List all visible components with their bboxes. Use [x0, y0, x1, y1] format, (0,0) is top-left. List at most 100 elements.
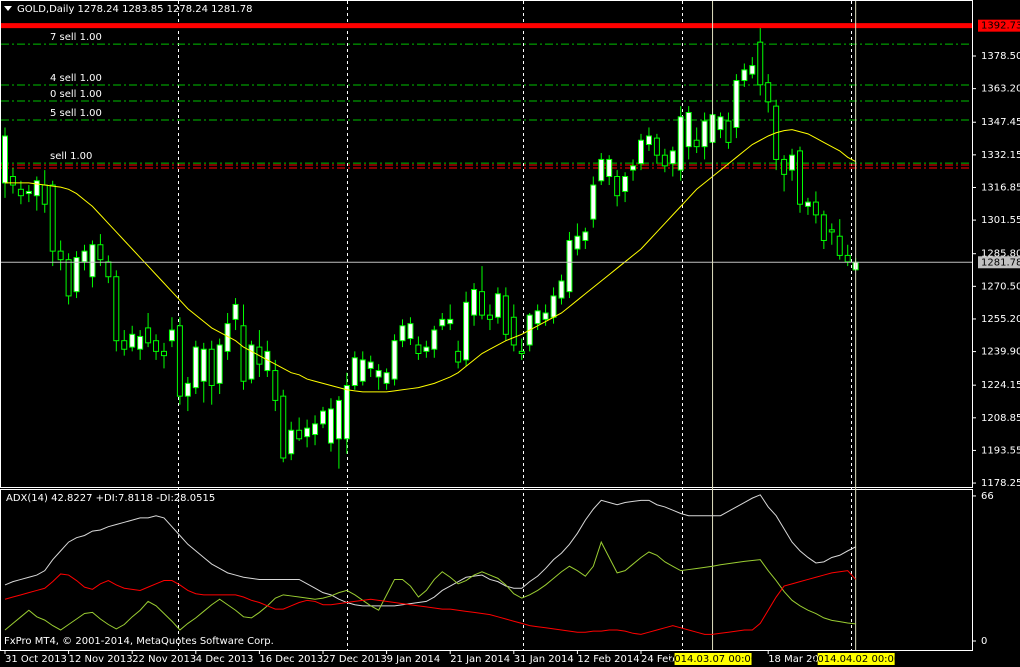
candle-body: [797, 150, 803, 205]
indicator-line: [4, 540, 856, 631]
candle-body: [216, 344, 223, 384]
y-tick-label: 1270.50: [981, 281, 1020, 292]
candle-body: [534, 310, 541, 325]
price-label-box: [978, 19, 1020, 32]
candle-body: [176, 325, 183, 397]
candle-body: [820, 214, 827, 241]
moving-average: [5, 129, 856, 393]
candle-body: [232, 303, 239, 320]
price-label-box: [978, 256, 1020, 269]
candle-body: [296, 429, 303, 440]
candle-body: [73, 257, 80, 293]
candle-body: [510, 316, 517, 346]
candle-body: [288, 429, 295, 455]
y-tick-label: 1208.85: [981, 413, 1020, 424]
candle-body: [248, 344, 255, 380]
candle-body: [407, 323, 414, 340]
main-panel-border: [0, 0, 973, 488]
candle-body: [804, 201, 811, 207]
price-label: 1392.73: [981, 21, 1020, 32]
candle-body: [25, 190, 32, 195]
x-tick-label: 9 Jan 2014: [387, 654, 441, 665]
candle-body: [312, 423, 319, 436]
candle-body: [455, 350, 462, 363]
candle-body: [765, 82, 772, 103]
candle-body: [574, 235, 581, 250]
chart-title: GOLD,Daily 1278.24 1283.85 1278.24 1281.…: [17, 4, 253, 15]
candle-body: [836, 235, 843, 256]
order-label: 0 sell 1.00: [50, 89, 102, 100]
candle-body: [129, 333, 136, 348]
candle-body: [630, 165, 637, 171]
y-tick-label: 1224.15: [981, 380, 1020, 391]
candle-body: [367, 361, 374, 369]
copyright: FxPro MT4, © 2001-2014, MetaQuotes Softw…: [4, 636, 274, 647]
candle-body: [518, 350, 525, 355]
candle-body: [192, 346, 199, 389]
x-tick-label: 2014.04.02 00:00: [811, 654, 900, 665]
y-tick-label: 1193.55: [981, 445, 1020, 456]
candle-body: [423, 346, 430, 352]
candle-body: [463, 301, 470, 361]
y-tick-label: 1347.45: [981, 117, 1020, 128]
y-tick-label: 0: [981, 636, 987, 647]
date-box: [674, 653, 752, 665]
x-tick-label: 16 Dec 2013: [259, 654, 323, 665]
candle-body: [669, 150, 676, 165]
candle-body: [145, 327, 152, 344]
candle-body: [335, 399, 342, 440]
menu-arrow: [4, 6, 12, 11]
x-tick-label: 22 Nov 2013: [132, 654, 196, 665]
candle-body: [17, 188, 24, 197]
x-tick-label: 21 Jan 2014: [450, 654, 510, 665]
indicator-line: [4, 494, 856, 607]
candle-body: [168, 329, 175, 342]
x-tick-label: 31 Oct 2013: [5, 654, 67, 665]
candle-body: [359, 359, 366, 382]
indicator-panel-border: [0, 489, 973, 651]
candle-body: [614, 176, 621, 197]
candle-body: [677, 116, 684, 171]
candle-body: [590, 184, 597, 220]
candle-body: [812, 201, 819, 216]
candle-body: [121, 340, 128, 350]
candle-body: [137, 335, 144, 350]
candle-body: [320, 410, 326, 425]
candle-body: [479, 291, 485, 316]
candle-body: [471, 289, 478, 316]
candle-body: [439, 318, 446, 327]
candle-body: [97, 244, 104, 261]
date-box: [817, 653, 895, 665]
candle-body: [701, 120, 708, 148]
candle-body: [41, 184, 48, 205]
candle-body: [208, 348, 215, 386]
candle-body: [725, 120, 732, 143]
candle-body: [327, 408, 334, 444]
x-tick-label: 12 Feb 2014: [577, 654, 639, 665]
y-tick-label: 1316.85: [981, 182, 1020, 193]
candle-body: [717, 116, 724, 131]
candle-body: [49, 184, 56, 252]
candle-body: [645, 135, 652, 146]
x-tick-label: 12 Nov 2013: [69, 654, 133, 665]
candle-body: [391, 340, 398, 380]
candle-body: [113, 276, 120, 342]
candle-body: [582, 231, 589, 241]
price-label: 1281.78: [981, 257, 1020, 268]
candle-body: [184, 382, 191, 397]
candle-body: [486, 314, 493, 320]
candle-body: [502, 295, 509, 335]
candle-body: [494, 293, 501, 318]
candle-body: [161, 350, 167, 357]
frame: [0, 0, 973, 651]
y-tick-label: 1301.55: [981, 215, 1020, 226]
candle-body: [375, 370, 382, 378]
candle-body: [566, 239, 573, 293]
candle-body: [240, 325, 247, 382]
y-tick-label: 1378.50: [981, 51, 1020, 62]
candle-body: [693, 139, 700, 148]
candle-body: [733, 80, 740, 128]
candle-body: [661, 154, 668, 167]
candle-body: [757, 41, 764, 86]
